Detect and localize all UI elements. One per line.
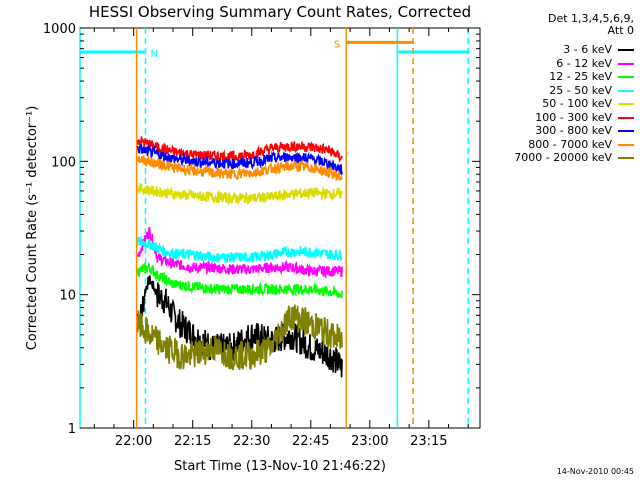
legend-entry: 50 - 100 keV — [542, 97, 634, 110]
x-tick-label: 22:45 — [292, 434, 329, 449]
series-line — [136, 235, 343, 264]
legend-swatch — [618, 103, 634, 105]
flag-label: N — [150, 49, 157, 60]
y-tick-label: 100 — [51, 155, 76, 170]
legend-entry: 800 - 7000 keV — [528, 138, 634, 151]
legend-label: 6 - 12 keV — [556, 56, 612, 70]
legend-swatch — [618, 76, 634, 78]
legend-entry: 25 - 50 keV — [549, 84, 634, 97]
y-axis-label: Corrected Count Rate (s⁻¹ detector⁻¹) — [25, 106, 40, 351]
legend-swatch — [618, 130, 634, 132]
plot-frame — [79, 27, 481, 429]
series-line — [136, 143, 343, 175]
legend-swatch — [618, 157, 634, 159]
series-line — [136, 261, 343, 299]
legend-entry: 6 - 12 keV — [556, 57, 634, 70]
series-line — [136, 136, 343, 164]
x-axis-label: Start Time (13-Nov-10 21:46:22) — [174, 459, 386, 474]
x-tick-label: 22:30 — [233, 434, 270, 449]
series-line — [136, 304, 343, 371]
series-line — [136, 226, 343, 280]
legend-swatch — [618, 143, 634, 146]
x-tick-label: 23:15 — [410, 434, 447, 449]
legend-label: 50 - 100 keV — [542, 97, 612, 110]
legend-entry: 12 - 25 keV — [549, 70, 634, 83]
series-line — [136, 183, 343, 206]
legend-label: 300 - 800 keV — [535, 124, 612, 137]
legend-swatch — [618, 116, 634, 119]
x-tick-label: 22:15 — [174, 434, 211, 449]
legend-label: 800 - 7000 keV — [528, 137, 612, 151]
legend-swatch — [618, 89, 634, 92]
y-tick-label: 1000 — [43, 22, 76, 37]
legend-swatch — [618, 62, 634, 65]
y-tick-label: 1 — [68, 422, 76, 437]
y-tick-label: 10 — [59, 289, 76, 304]
flag-label: S — [334, 39, 340, 50]
legend-label: 100 - 300 keV — [535, 110, 612, 124]
legend-label: 12 - 25 keV — [549, 70, 612, 83]
legend-entry: 7000 - 20000 keV — [514, 151, 634, 164]
legend-label: 7000 - 20000 keV — [514, 151, 612, 164]
legend-entry: 3 - 6 keV — [563, 43, 634, 56]
legend-header-line-2: Att 0 — [607, 24, 634, 37]
series-line — [136, 275, 343, 378]
series-line — [136, 155, 343, 181]
legend-header-line-1: Det 1,3,4,5,6,9, — [547, 12, 634, 25]
legend-label: 3 - 6 keV — [563, 43, 612, 56]
legend-label: 25 - 50 keV — [549, 83, 612, 97]
legend-entry: 300 - 800 keV — [535, 124, 634, 137]
footer-timestamp: 14-Nov-2010 00:45 — [556, 467, 634, 476]
legend-entry: 100 - 300 keV — [535, 111, 634, 124]
x-tick-label: 23:00 — [351, 434, 388, 449]
x-tick-label: 22:00 — [115, 434, 152, 449]
legend-swatch — [618, 49, 634, 51]
chart-title: HESSI Observing Summary Count Rates, Cor… — [89, 3, 471, 21]
